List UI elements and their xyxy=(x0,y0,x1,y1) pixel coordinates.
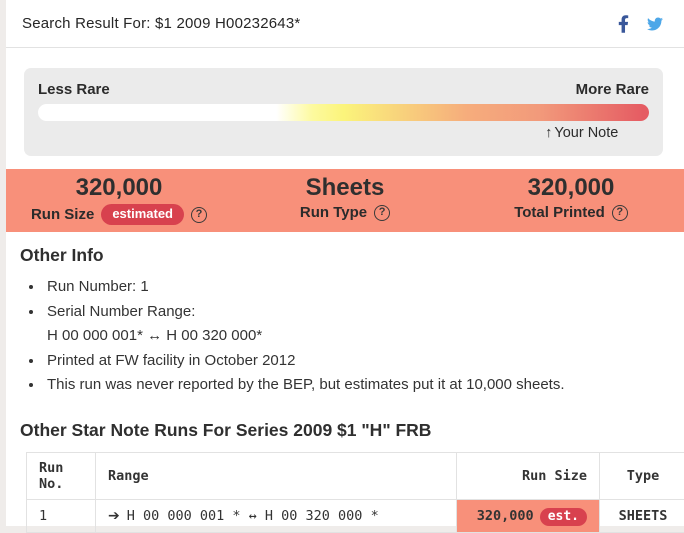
other-info-section: Other Info Run Number: 1 Serial Number R… xyxy=(6,232,684,398)
rarity-marker-row: ↑Your Note xyxy=(38,124,649,144)
more-rare-label: More Rare xyxy=(576,81,649,98)
rarity-gradient-bar xyxy=(38,104,649,121)
run-size-value: 320,000 xyxy=(6,173,232,202)
social-share xyxy=(618,15,664,33)
col-header-range: Range xyxy=(96,452,457,499)
serial-range-value: H 00 000 001* ↔ H 00 320 000* xyxy=(47,324,664,349)
cell-range: ➔ H 00 000 001 * ↔ H 00 320 000 * xyxy=(96,499,457,532)
run-type-value: Sheets xyxy=(232,173,458,202)
current-run-arrow-icon: ➔ xyxy=(108,508,120,524)
bep-note-text: This run was never reported by the BEP, … xyxy=(47,373,664,398)
table-row: 1 ➔ H 00 000 001 * ↔ H 00 320 000 * 320,0… xyxy=(27,499,684,532)
stat-run-size: 320,000 Run Size estimated ? xyxy=(6,173,232,232)
stat-run-type: Sheets Run Type ? xyxy=(232,173,458,232)
twitter-icon[interactable] xyxy=(646,16,664,32)
table-header-row: Run No. Range Run Size Type xyxy=(27,452,684,499)
up-arrow-icon: ↑ xyxy=(545,125,552,141)
total-printed-value: 320,000 xyxy=(458,173,684,202)
stats-banner: 320,000 Run Size estimated ? Sheets Run … xyxy=(6,169,684,232)
rarity-labels: Less Rare More Rare xyxy=(38,81,649,98)
your-note-marker: ↑Your Note xyxy=(545,125,618,141)
cell-run-size: 320,000 est. xyxy=(457,499,600,532)
list-item: Printed at FW facility in October 2012 xyxy=(44,349,664,374)
col-header-type: Type xyxy=(600,452,684,499)
col-header-run-no: Run No. xyxy=(27,452,96,499)
runs-table: Run No. Range Run Size Type 1 ➔ H 00 000 … xyxy=(26,452,684,533)
stat-total-printed: 320,000 Total Printed ? xyxy=(458,173,684,232)
list-item: Serial Number Range: H 00 000 001* ↔ H 0… xyxy=(44,300,664,349)
run-size-help-icon[interactable]: ? xyxy=(191,207,207,223)
runs-heading: Other Star Note Runs For Series 2009 $1 … xyxy=(20,420,666,441)
total-printed-label: Total Printed xyxy=(514,204,605,221)
list-item: Run Number: 1 xyxy=(44,275,664,300)
cell-type: SHEETS xyxy=(600,499,684,532)
facebook-icon[interactable] xyxy=(618,15,629,33)
other-info-heading: Other Info xyxy=(20,245,664,266)
run-size-label: Run Size xyxy=(31,206,94,223)
cell-run-no: 1 xyxy=(27,499,96,532)
estimated-badge: estimated xyxy=(101,204,184,225)
run-number-text: Run Number: 1 xyxy=(47,275,664,300)
col-header-run-size: Run Size xyxy=(457,452,600,499)
runs-section: Other Star Note Runs For Series 2009 $1 … xyxy=(6,398,684,533)
page-content: Search Result For: $1 2009 H00232643* Le… xyxy=(6,0,684,526)
run-size-number: 320,000 xyxy=(477,508,534,524)
range-text: H 00 000 001 * ↔ H 00 320 000 * xyxy=(127,508,379,524)
less-rare-label: Less Rare xyxy=(38,81,110,98)
serial-range-label: Serial Number Range: xyxy=(47,300,664,325)
page-title: Search Result For: $1 2009 H00232643* xyxy=(22,15,300,32)
list-item: This run was never reported by the BEP, … xyxy=(44,373,664,398)
printed-at-text: Printed at FW facility in October 2012 xyxy=(47,349,664,374)
header: Search Result For: $1 2009 H00232643* xyxy=(6,0,684,48)
other-info-list: Run Number: 1 Serial Number Range: H 00 … xyxy=(44,275,664,398)
run-type-label: Run Type xyxy=(300,204,367,221)
run-type-help-icon[interactable]: ? xyxy=(374,205,390,221)
your-note-label: Your Note xyxy=(554,125,618,141)
rarity-scale: Less Rare More Rare ↑Your Note xyxy=(24,68,663,156)
est-badge: est. xyxy=(540,508,587,526)
total-printed-help-icon[interactable]: ? xyxy=(612,205,628,221)
